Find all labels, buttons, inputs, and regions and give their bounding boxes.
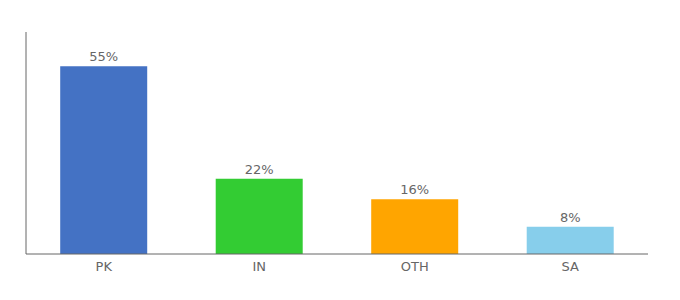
svg-text:SA: SA (562, 259, 579, 274)
svg-text:PK: PK (96, 259, 113, 274)
svg-text:22%: 22% (245, 162, 274, 177)
svg-text:IN: IN (252, 259, 266, 274)
svg-text:OTH: OTH (401, 259, 429, 274)
svg-text:8%: 8% (560, 210, 581, 225)
svg-text:55%: 55% (89, 49, 118, 64)
svg-text:16%: 16% (400, 182, 429, 197)
